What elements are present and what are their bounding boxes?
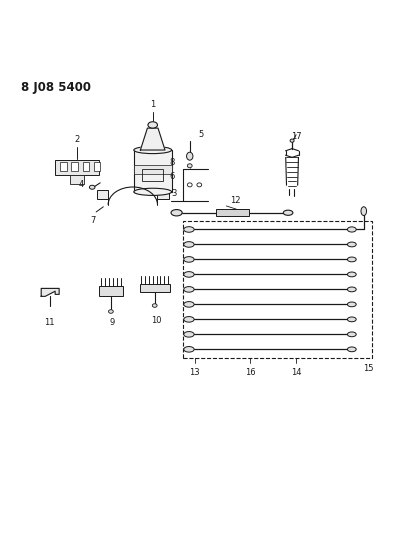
Bar [134,150,172,192]
Text: 2: 2 [75,135,80,144]
Ellipse shape [148,122,158,128]
Ellipse shape [184,317,194,322]
Bar [99,286,123,296]
Text: 9: 9 [109,318,115,327]
Bar [182,221,372,358]
Text: 8: 8 [169,158,174,167]
Ellipse shape [152,304,157,308]
Ellipse shape [109,310,113,313]
Bar [71,162,78,171]
Bar [55,160,99,175]
Ellipse shape [134,147,172,154]
Text: 6: 6 [169,172,174,181]
Ellipse shape [134,188,172,196]
Ellipse shape [290,139,294,142]
Ellipse shape [184,302,194,307]
Text: 17: 17 [291,132,302,141]
Ellipse shape [361,207,367,215]
Text: 1: 1 [150,100,155,109]
Ellipse shape [171,209,182,216]
Text: 16: 16 [245,368,255,377]
Ellipse shape [347,317,356,322]
Bar [216,209,249,216]
Ellipse shape [347,302,356,307]
Ellipse shape [347,332,356,337]
Ellipse shape [347,347,356,352]
Bar [83,162,89,171]
Text: 4: 4 [79,180,84,189]
Bar [134,165,172,174]
Ellipse shape [347,272,356,277]
Ellipse shape [184,332,194,337]
Bar [70,175,84,184]
Text: 13: 13 [189,368,200,377]
Ellipse shape [284,210,293,215]
Bar [140,284,170,293]
Ellipse shape [187,164,192,168]
Bar [60,162,67,171]
Ellipse shape [186,152,193,160]
Ellipse shape [187,183,192,187]
Text: 15: 15 [363,364,374,373]
Ellipse shape [184,346,194,352]
Ellipse shape [184,287,194,292]
Polygon shape [140,128,165,150]
Text: 12: 12 [230,196,241,205]
Ellipse shape [184,272,194,277]
Ellipse shape [184,257,194,262]
Text: 3: 3 [171,189,176,198]
Ellipse shape [347,257,356,262]
Bar [94,162,100,171]
Text: 8 J08 5400: 8 J08 5400 [21,82,91,94]
Bar [97,190,108,199]
Ellipse shape [347,227,356,232]
Text: 14: 14 [291,368,301,377]
Text: 11: 11 [44,318,55,327]
Ellipse shape [89,185,95,189]
Text: 7: 7 [90,216,96,225]
Ellipse shape [184,227,194,232]
Text: 10: 10 [152,316,162,325]
Ellipse shape [184,241,194,247]
Bar [158,190,169,199]
Polygon shape [41,288,59,296]
Bar [142,169,163,181]
Ellipse shape [347,242,356,247]
Text: 5: 5 [198,130,204,139]
Ellipse shape [197,183,202,187]
Ellipse shape [347,287,356,292]
